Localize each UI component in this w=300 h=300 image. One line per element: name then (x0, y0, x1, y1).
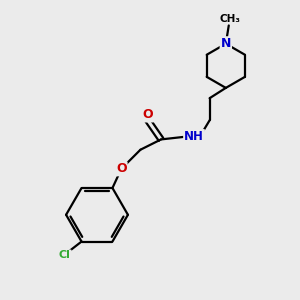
Text: CH₃: CH₃ (220, 14, 241, 24)
Text: Cl: Cl (59, 250, 71, 260)
Text: NH: NH (184, 130, 204, 143)
Text: N: N (220, 37, 231, 50)
Text: O: O (142, 109, 153, 122)
Text: O: O (116, 162, 127, 176)
